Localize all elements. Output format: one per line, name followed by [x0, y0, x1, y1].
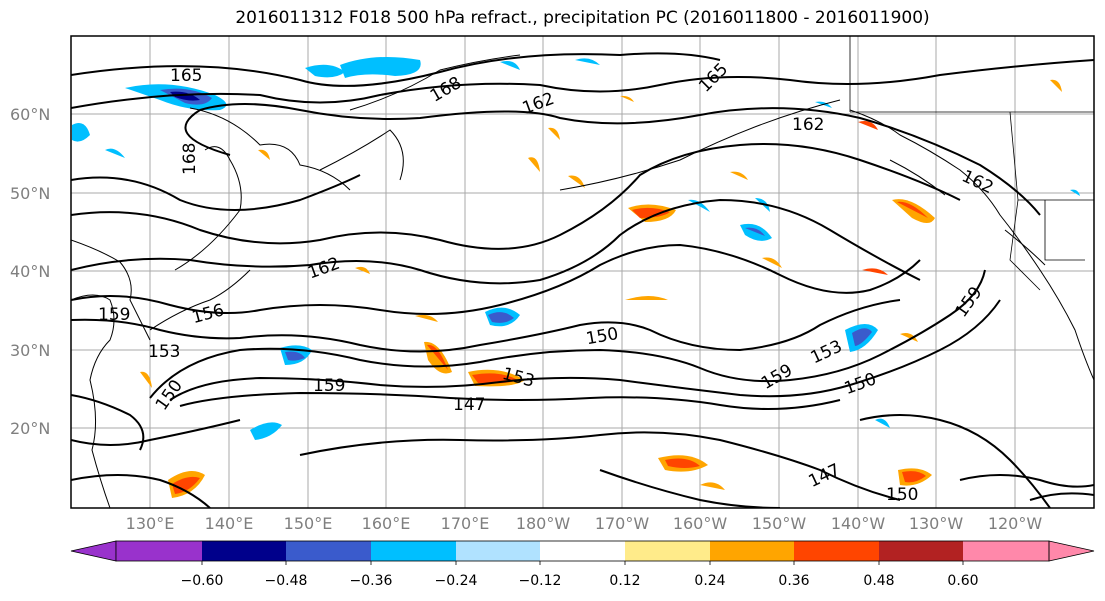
colorbar-tick-label: 0.36: [778, 573, 810, 589]
lon-label: 170°E: [440, 514, 490, 533]
colorbar-segment: [540, 541, 625, 561]
contour-label: 159: [313, 376, 345, 396]
borders: [849, 36, 1094, 291]
colorbar-segment: [371, 541, 456, 561]
contour-label: 153: [500, 364, 537, 392]
colorbar-tick-label: 0.24: [694, 573, 726, 589]
colorbar: [70, 540, 1095, 565]
colorbar-tick-label: −0.36: [349, 573, 393, 589]
coastlines: [71, 54, 1094, 508]
contour-label: 162: [305, 254, 342, 284]
refractivity-contours: [71, 52, 1094, 508]
contour-label: 150: [584, 324, 619, 349]
colorbar-tick-label: 0.48: [863, 573, 895, 589]
colorbar-segment: [963, 541, 1049, 561]
contour-label: 153: [808, 336, 846, 368]
colorbar-tick-label: −0.12: [518, 573, 562, 589]
contour-label: 150: [842, 369, 879, 399]
colorbar-tick-label: −0.48: [264, 573, 308, 589]
colorbar-segment: [286, 541, 371, 561]
lon-label: 160°E: [361, 514, 411, 533]
contour-label: 150: [886, 485, 918, 505]
contour-label: 165: [695, 59, 732, 96]
contour-label: 168: [180, 143, 200, 175]
lon-label: 120°W: [987, 514, 1043, 533]
colorbar-tick-label: 0.12: [609, 573, 641, 589]
contour-label: 147: [453, 395, 485, 415]
colorbar-segment: [879, 541, 963, 561]
lat-label: 40°N: [10, 262, 51, 281]
colorbar-tick-label: −0.60: [180, 573, 224, 589]
lon-label: 150°E: [283, 514, 333, 533]
lon-label: 160°W: [672, 514, 728, 533]
colorbar-segment: [710, 541, 794, 561]
lon-label: 130°E: [125, 514, 175, 533]
lon-label: 150°W: [751, 514, 807, 533]
colorbar-extend-high: [1048, 540, 1095, 562]
contour-label: 159: [758, 360, 796, 394]
map-title: 2016011312 F018 500 hPa refract., precip…: [235, 8, 930, 28]
contour-label: 168: [427, 73, 465, 107]
colorbar-segment: [794, 541, 879, 561]
lat-label: 20°N: [10, 419, 51, 438]
contour-label: 159: [98, 305, 130, 325]
contour-label-group: 165 168 162 165 162 168 162 162 159 156 …: [98, 59, 996, 505]
lat-label: 50°N: [10, 184, 51, 203]
contour-label: 147: [806, 460, 844, 492]
lon-label: 170°W: [594, 514, 650, 533]
contour-label: 150: [152, 376, 187, 414]
lon-label: 140°W: [830, 514, 886, 533]
contour-label: 156: [190, 300, 227, 328]
colorbar-segment: [202, 541, 286, 561]
lon-label: 130°W: [908, 514, 964, 533]
map-frame: [70, 35, 1095, 509]
lat-label: 30°N: [10, 341, 51, 360]
colorbar-tick-label: 0.60: [947, 573, 979, 589]
colorbar-extend-low: [70, 540, 117, 562]
colorbar-segment: [116, 541, 202, 561]
precip-shading: [72, 56, 1080, 498]
contour-label: 165: [170, 66, 202, 86]
contour-label: 162: [792, 115, 824, 135]
lon-label: 140°E: [204, 514, 254, 533]
lon-label: 180°W: [515, 514, 571, 533]
lat-label: 60°N: [10, 105, 51, 124]
colorbar-segment: [456, 541, 540, 561]
colorbar-tick-label: −0.24: [434, 573, 478, 589]
colorbar-segment: [625, 541, 710, 561]
contour-label: 153: [148, 342, 180, 362]
contour-label: 159: [952, 283, 987, 321]
